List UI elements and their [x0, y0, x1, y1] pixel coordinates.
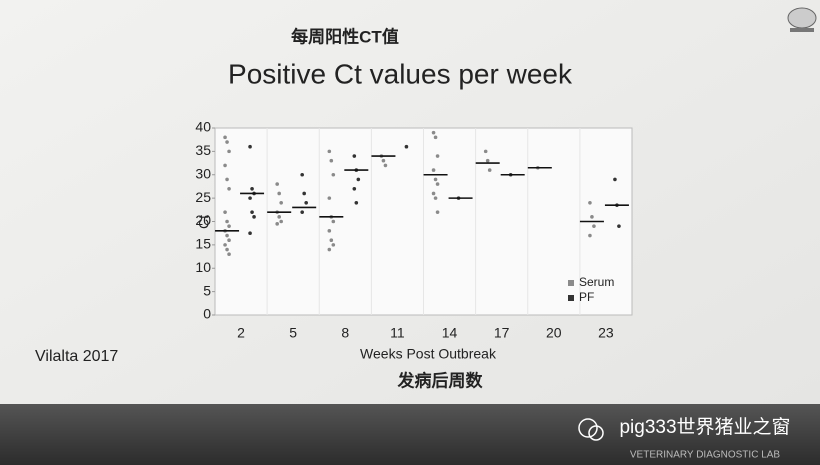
point [279, 219, 283, 224]
x-tick-label: 20 [546, 325, 562, 341]
point [225, 233, 229, 238]
point [485, 158, 490, 163]
point [227, 238, 231, 242]
point [431, 168, 436, 172]
watermark: pig333世界猪业之窗 [619, 416, 790, 438]
point [433, 196, 438, 200]
point [250, 210, 254, 214]
point [433, 177, 438, 182]
point [248, 196, 252, 200]
source: Vilalta 2017 [35, 348, 118, 365]
y-tick-label: 0 [203, 306, 211, 322]
point [588, 201, 592, 205]
point [275, 222, 279, 226]
x-axis-label-cn: 发病后周数 [397, 370, 484, 390]
point [331, 243, 336, 247]
footer-band [0, 404, 820, 465]
point [327, 196, 332, 200]
y-tick-label: 25 [195, 189, 211, 205]
point [483, 149, 488, 154]
point [223, 210, 227, 214]
legend-swatch [568, 280, 574, 286]
point [225, 177, 229, 182]
y-tick-label: 40 [195, 119, 211, 135]
wechat-icon [578, 418, 604, 441]
legend-label: PF [579, 290, 594, 304]
point [617, 224, 621, 228]
point [279, 201, 283, 205]
point [227, 252, 231, 257]
point [588, 233, 592, 238]
point [435, 210, 440, 214]
point [435, 154, 440, 158]
point [327, 229, 332, 233]
y-tick-label: 5 [203, 282, 211, 298]
point [223, 243, 227, 247]
footer-text: VETERINARY DIAGNOSTIC LAB [630, 450, 781, 461]
point [227, 149, 231, 154]
legend-swatch [568, 295, 574, 301]
point [225, 140, 229, 144]
point [381, 158, 386, 163]
chart-title: 每周阳性CT值 [291, 26, 399, 46]
y-tick-label: 30 [195, 165, 211, 181]
point [331, 172, 336, 177]
point [329, 158, 334, 163]
point [248, 231, 252, 235]
point [227, 224, 231, 228]
point [223, 163, 227, 168]
point [590, 215, 594, 219]
point [435, 182, 440, 186]
point [487, 168, 492, 172]
logo [787, 7, 817, 32]
x-tick-label: 5 [289, 325, 297, 341]
point [352, 154, 357, 158]
point [356, 177, 361, 182]
point [352, 186, 357, 191]
point [354, 201, 359, 205]
y-axis-label: Ct [196, 215, 212, 229]
point [383, 163, 388, 168]
point [277, 215, 281, 219]
point [431, 130, 436, 135]
point [404, 144, 409, 149]
point [304, 201, 308, 205]
point [329, 238, 334, 242]
x-tick-label: 2 [237, 325, 245, 341]
x-tick-label: 11 [390, 325, 405, 341]
point [327, 247, 332, 252]
y-tick-label: 10 [195, 259, 211, 275]
x-axis-label: Weeks Post Outbreak [360, 346, 497, 362]
y-tick-label: 20 [195, 212, 211, 228]
x-tick-label: 17 [494, 325, 510, 341]
point [302, 191, 306, 196]
point [433, 135, 438, 140]
point [431, 191, 436, 196]
x-tick-label: 8 [341, 325, 349, 341]
point [252, 215, 256, 219]
point [248, 144, 252, 149]
point [613, 177, 617, 182]
x-tick-label: 23 [598, 325, 614, 341]
point [225, 247, 229, 252]
point [300, 210, 304, 214]
point [225, 219, 229, 224]
point [250, 186, 254, 191]
point [275, 182, 279, 186]
point [277, 191, 281, 196]
y-tick-label: 35 [195, 142, 211, 158]
point [300, 172, 304, 177]
legend-label: Serum [579, 275, 614, 289]
y-tick-label: 15 [195, 236, 211, 252]
point [327, 149, 332, 154]
x-tick-label: 14 [442, 325, 458, 341]
point [227, 186, 231, 191]
point [331, 219, 336, 224]
point [223, 135, 227, 140]
point [592, 224, 596, 228]
chart-subtitle: Positive Ct values per week [228, 58, 573, 89]
